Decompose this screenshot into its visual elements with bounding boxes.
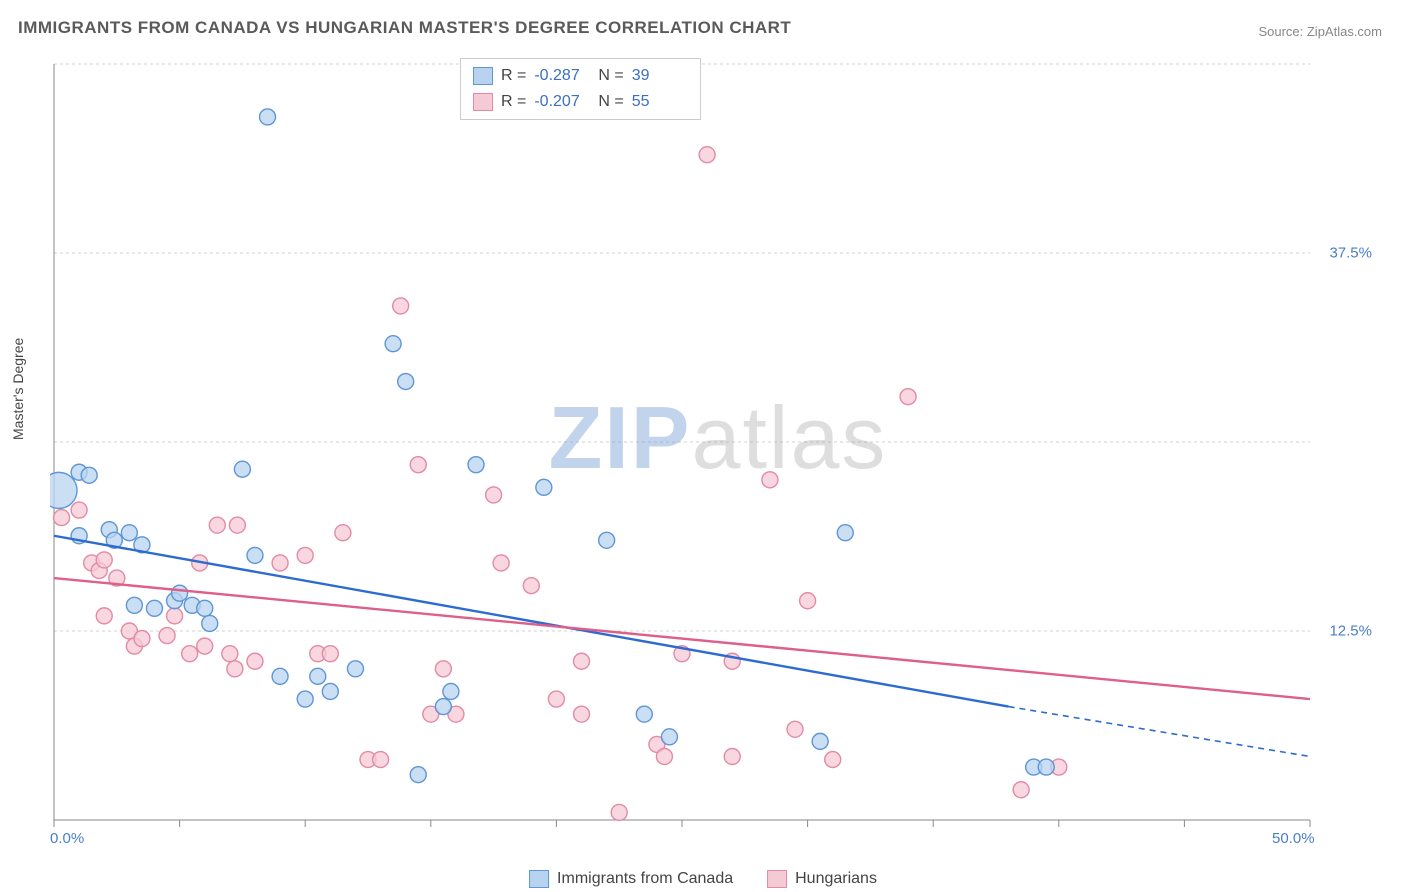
source-prefix: Source: <box>1258 24 1306 39</box>
n-label: N = <box>598 63 623 89</box>
chart-area: ZIPatlas 12.5%37.5%0.0%50.0% <box>50 58 1386 838</box>
r-value-canada: -0.287 <box>534 63 590 89</box>
source-credit: Source: ZipAtlas.com <box>1258 24 1382 39</box>
stats-row-canada: R = -0.287 N = 39 <box>473 63 688 89</box>
legend-item-canada: Immigrants from Canada <box>529 870 733 888</box>
swatch-canada <box>529 870 549 888</box>
y-tick-label: 12.5% <box>1329 623 1372 640</box>
legend-item-hungarian: Hungarians <box>767 870 877 888</box>
legend-label-hungarian: Hungarians <box>795 870 877 888</box>
n-label: N = <box>598 89 623 115</box>
x-tick-label: 50.0% <box>1272 830 1315 847</box>
chart-title: IMMIGRANTS FROM CANADA VS HUNGARIAN MAST… <box>18 18 791 38</box>
bottom-legend: Immigrants from Canada Hungarians <box>529 870 877 888</box>
x-tick-label: 0.0% <box>50 830 84 847</box>
swatch-hungarian <box>473 93 493 111</box>
r-label: R = <box>501 89 526 115</box>
r-label: R = <box>501 63 526 89</box>
correlation-stats-box: R = -0.287 N = 39 R = -0.207 N = 55 <box>460 58 701 120</box>
n-value-canada: 39 <box>632 63 688 89</box>
stats-row-hungarian: R = -0.207 N = 55 <box>473 89 688 115</box>
y-axis-label: Master's Degree <box>10 338 26 440</box>
y-tick-label: 37.5% <box>1329 245 1372 262</box>
swatch-canada <box>473 67 493 85</box>
source-link[interactable]: ZipAtlas.com <box>1307 24 1382 39</box>
r-value-hungarian: -0.207 <box>534 89 590 115</box>
n-value-hungarian: 55 <box>632 89 688 115</box>
scatter-plot <box>50 58 1386 838</box>
legend-label-canada: Immigrants from Canada <box>557 870 733 888</box>
swatch-hungarian <box>767 870 787 888</box>
